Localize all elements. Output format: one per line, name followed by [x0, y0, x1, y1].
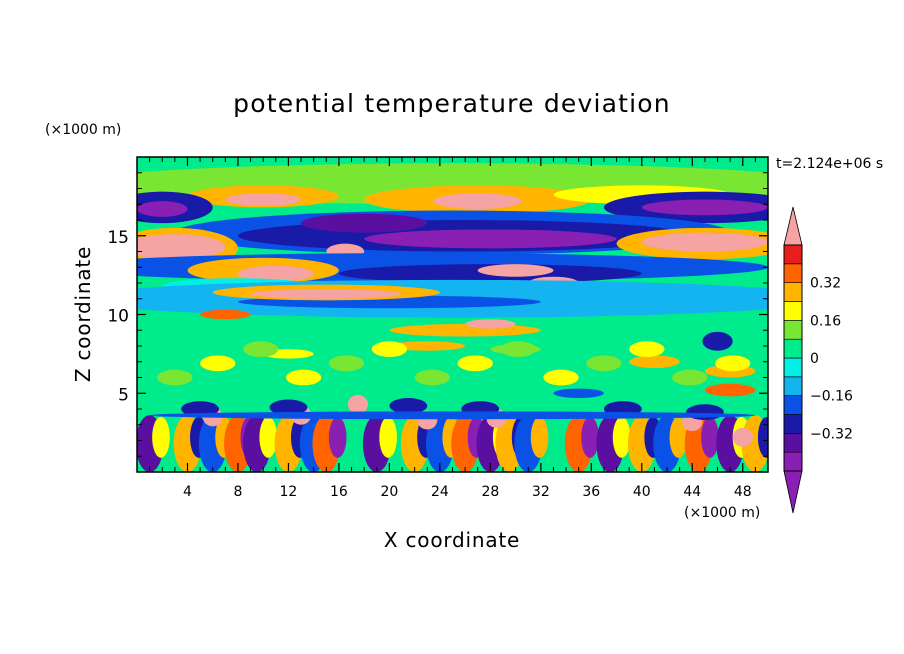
x-tick-label: 20 [380, 484, 398, 500]
y-tick-label: 10 [107, 307, 129, 327]
contour-region [328, 355, 365, 372]
colorbar-band [783, 244, 803, 265]
contour-region [347, 394, 368, 414]
x-tick-label: 24 [431, 484, 449, 500]
contour-region [704, 383, 756, 397]
colorbar-frame [783, 244, 803, 472]
contour-region [465, 319, 516, 329]
contour-region [629, 341, 665, 358]
plot-area [137, 157, 768, 472]
contour-region [389, 323, 541, 337]
contour-region [181, 401, 220, 417]
contour-region [701, 416, 719, 458]
contour-region [672, 369, 708, 386]
contour-region [301, 213, 428, 233]
x-tick-label: 36 [582, 484, 600, 500]
contour-region [500, 341, 536, 358]
contour-region [250, 289, 403, 299]
time-label: t=2.124e+06 s [776, 156, 883, 172]
x-tick-label: 8 [233, 484, 242, 500]
contour-region [586, 355, 622, 372]
colorbar-tick-label: 0.16 [810, 313, 841, 329]
contour-region [757, 416, 768, 458]
colorbar-band [783, 376, 803, 396]
contour-region [414, 369, 450, 386]
colorbar-band [783, 282, 803, 302]
colorbar-band [783, 338, 803, 359]
x-tick-label: 12 [280, 484, 298, 500]
contour-region [629, 355, 680, 369]
contour-region [225, 193, 302, 206]
x-tick-label: 4 [183, 484, 192, 500]
x-axis: 4 8 12 16 20 24 28 32 36 40 44 48 [149, 157, 756, 500]
contour-region [137, 234, 226, 260]
colorbar-tick-label: 0 [810, 351, 819, 367]
contour-region [328, 416, 347, 458]
contour-region [200, 355, 236, 372]
contour-region [364, 229, 617, 249]
contour-region [149, 411, 756, 420]
colorbar-tick-label: −0.32 [810, 426, 853, 442]
colorbar-band [783, 395, 803, 415]
chart-title: potential temperature deviation [233, 89, 671, 118]
contour-region [612, 416, 631, 458]
y-axis-label: Z coordinate [71, 246, 95, 382]
contour-region [152, 416, 170, 458]
x-tick-label: 32 [532, 484, 550, 500]
colorbar-band [783, 414, 803, 434]
colorbar-band [783, 357, 803, 378]
colorbar-min-arrow [783, 470, 803, 514]
colorbar-max-arrow [783, 206, 803, 246]
x-tick-label: 28 [481, 484, 499, 500]
contour-region [732, 427, 753, 447]
x-axis-label: X coordinate [384, 528, 520, 552]
x-axis-unit: (×1000 m) [684, 505, 760, 521]
contour-region [237, 265, 314, 282]
colorbar-band [783, 433, 803, 453]
contour-region [157, 369, 193, 386]
contour-region [714, 355, 751, 372]
y-axis-unit: (×1000 m) [45, 122, 121, 138]
x-tick-label: 44 [683, 484, 701, 500]
colorbar: 0.32 0.16 0 −0.16 −0.32 [783, 206, 853, 514]
x-tick-label: 40 [633, 484, 651, 500]
contour-region [641, 199, 768, 216]
y-tick-label: 15 [107, 228, 129, 248]
contour-region [269, 399, 308, 416]
contour-region [553, 388, 604, 398]
contour-region [371, 341, 408, 358]
contour-region [389, 397, 428, 414]
colorbar-band [783, 320, 803, 340]
x-tick-label: 16 [330, 484, 348, 500]
contour-region [243, 341, 279, 358]
colorbar-band [783, 451, 803, 472]
y-tick-label: 5 [118, 385, 129, 405]
contour-region [457, 355, 493, 372]
x-tick-label: 48 [734, 484, 752, 500]
contour-region [543, 369, 579, 386]
colorbar-tick-label: −0.16 [810, 389, 853, 405]
contour-region [379, 416, 397, 458]
contour-region [285, 369, 322, 386]
contour-field [137, 163, 768, 472]
contour-region [530, 416, 549, 458]
colorbar-band [783, 263, 803, 283]
contour-region [389, 341, 466, 351]
contour-region [641, 232, 768, 252]
contour-region [702, 331, 733, 351]
contour-region [477, 264, 554, 277]
contour-region [259, 416, 278, 458]
colorbar-tick-label: 0.32 [810, 276, 841, 292]
y-axis: 5 10 15 [107, 172, 768, 457]
colorbar-band [783, 301, 803, 321]
contour-region [669, 416, 688, 458]
contour-region [137, 201, 188, 217]
contour-region [200, 309, 251, 320]
contour-region [581, 416, 599, 458]
contour-region [433, 193, 522, 209]
